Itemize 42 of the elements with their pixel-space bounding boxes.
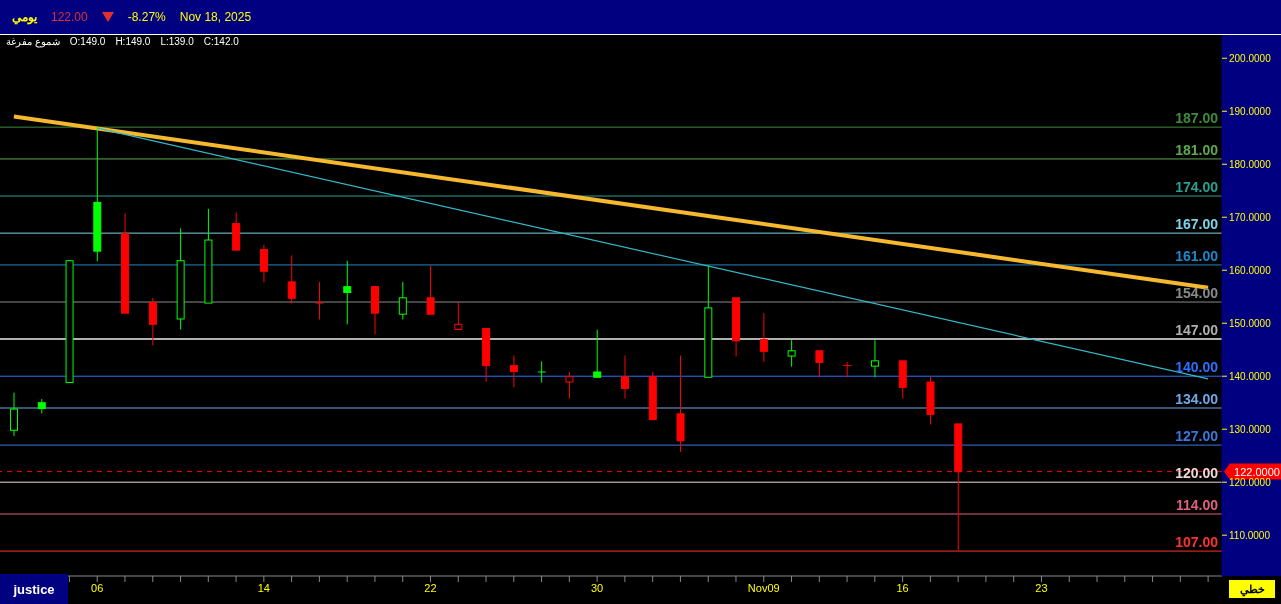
text: -8.27% — [127, 10, 166, 24]
ref-line-label: 147.00 — [1175, 322, 1219, 339]
annotation: O:149.0 — [69, 36, 106, 47]
annotation: شموع مفرغة — [6, 36, 60, 47]
text: 122.00 — [51, 10, 88, 24]
annotation: C:142.0 — [203, 36, 239, 47]
annotation: H:149.0 — [115, 36, 151, 47]
ref-line-label: 181.00 — [1175, 141, 1219, 158]
text: justice — [0, 574, 68, 604]
ref-line-label: 134.00 — [1175, 391, 1219, 408]
y-tick-label: 170.0000 — [1229, 211, 1272, 223]
text: Nov 18, 2025 — [179, 10, 252, 24]
ref-line-label: 161.00 — [1175, 247, 1219, 264]
y-tick-label: 130.0000 — [1229, 423, 1272, 435]
y-tick-label: 180.0000 — [1229, 158, 1272, 170]
ref-line-label: 167.00 — [1175, 216, 1219, 233]
y-tick-label: 110.0000 — [1229, 529, 1271, 541]
ref-line-label: 127.00 — [1175, 428, 1219, 445]
x-tick-label: 30 — [590, 581, 604, 594]
x-tick-label: 23 — [1035, 581, 1048, 594]
ref-line-label: 174.00 — [1175, 179, 1219, 196]
y-tick-label: 190.0000 — [1229, 105, 1272, 117]
x-tick-label: 16 — [896, 581, 909, 594]
ref-line-label: 120.00 — [1175, 465, 1219, 482]
ref-line-label: 122.0000 — [1234, 465, 1280, 478]
x-tick-label: Nov09 — [747, 581, 780, 594]
annotation: L:139.0 — [160, 36, 194, 47]
y-tick-label: 160.0000 — [1229, 264, 1272, 276]
x-tick-label: 06 — [91, 581, 104, 594]
text: يومي — [12, 10, 37, 24]
y-tick-label: 200.0000 — [1229, 52, 1272, 64]
y-tick-label: 140.0000 — [1229, 370, 1272, 382]
x-tick-label: 22 — [424, 581, 437, 594]
text: خطي — [1229, 580, 1275, 598]
ref-line-label: 187.00 — [1175, 110, 1219, 127]
ref-line-label: 107.00 — [1175, 534, 1219, 551]
ref-line-label: 154.00 — [1175, 285, 1219, 302]
y-tick-label: 150.0000 — [1229, 317, 1272, 329]
y-tick-label: 120.0000 — [1229, 476, 1272, 488]
x-tick-label: 14 — [257, 581, 270, 594]
ref-line-label: 140.00 — [1175, 359, 1219, 376]
ref-line-label: 114.00 — [1175, 497, 1219, 513]
